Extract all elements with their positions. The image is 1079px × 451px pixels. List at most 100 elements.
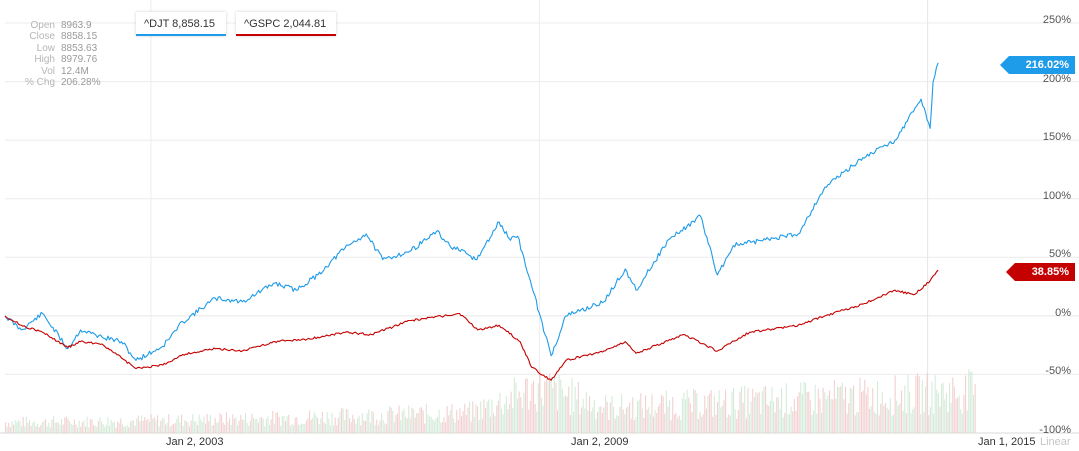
volume-bar <box>560 379 562 433</box>
volume-bar <box>176 418 178 433</box>
volume-bar <box>21 425 23 433</box>
scale-mode-toggle[interactable]: Linear <box>1040 436 1071 448</box>
volume-bar <box>144 416 146 433</box>
volume-bar <box>665 390 667 433</box>
volume-bar <box>453 418 455 433</box>
volume-bar <box>936 389 938 433</box>
volume-bar <box>312 417 314 433</box>
volume-bar <box>505 396 507 433</box>
volume-bar <box>451 404 453 433</box>
volume-bar <box>422 410 424 433</box>
volume-bar <box>550 376 552 433</box>
volume-bar <box>537 383 539 433</box>
volume-bar <box>769 400 771 433</box>
volume-bar <box>347 409 349 433</box>
volume-bar <box>904 385 906 433</box>
volume-bar <box>393 422 395 433</box>
volume-bar <box>86 416 88 433</box>
volume-bar <box>97 420 99 433</box>
volume-bar <box>605 395 607 433</box>
volume-bar <box>320 418 322 433</box>
volume-bar <box>101 421 103 433</box>
volume-bar <box>187 422 189 433</box>
volume-bar <box>262 418 264 433</box>
volume-bar <box>531 383 533 433</box>
volume-bar <box>392 410 394 433</box>
volume-bar <box>857 412 859 433</box>
volume-bar <box>507 409 509 433</box>
volume-bar <box>355 423 357 433</box>
volume-bar <box>680 419 682 433</box>
volume-bar <box>401 411 403 433</box>
volume-bar <box>728 414 730 433</box>
volume-bar <box>25 416 27 433</box>
volume-bar <box>893 414 895 433</box>
volume-bar <box>859 377 861 433</box>
volume-bar <box>277 412 279 433</box>
volume-bar <box>830 398 832 433</box>
volume-bar <box>912 409 914 433</box>
volume-bar <box>153 417 155 433</box>
quote-panel: Open 8963.9 Close 8858.15 Low 8853.63 Hi… <box>8 20 101 88</box>
volume-bar <box>777 397 779 433</box>
volume-bar <box>637 401 639 433</box>
y-tick-label: 250% <box>1042 14 1071 26</box>
volume-bar <box>598 406 600 433</box>
volume-bar <box>712 416 714 433</box>
volume-bar <box>137 415 139 433</box>
volume-bar <box>721 405 723 433</box>
volume-bar <box>213 424 215 433</box>
volume-bar <box>249 421 251 433</box>
volume-bar <box>381 413 383 433</box>
volume-bar <box>499 392 501 433</box>
volume-bar <box>928 415 930 433</box>
volume-bar <box>885 403 887 433</box>
volume-bar <box>182 425 184 433</box>
volume-bar <box>473 417 475 433</box>
volume-bar <box>121 424 123 433</box>
volume-bar <box>51 419 53 433</box>
volume-bar <box>190 420 192 433</box>
volume-bar <box>45 418 47 433</box>
volume-bar <box>881 392 883 433</box>
volume-bar <box>925 386 927 433</box>
volume-bar <box>230 424 232 433</box>
x-tick-label: Jan 2, 2003 <box>166 436 224 448</box>
volume-bar <box>115 427 117 433</box>
volume-bar <box>635 417 637 433</box>
legend-item-gspc[interactable]: ^GSPC 2,044.81 <box>236 12 336 36</box>
volume-bar <box>437 417 439 433</box>
volume-bar <box>344 420 346 433</box>
volume-bar <box>941 383 943 433</box>
volume-bar <box>350 422 352 433</box>
volume-bar <box>654 410 656 433</box>
volume-bar <box>973 394 975 433</box>
volume-bar <box>323 422 325 433</box>
volume-bar <box>593 399 595 433</box>
volume-bar <box>696 393 698 433</box>
volume-bar <box>715 414 717 433</box>
volume-bar <box>657 406 659 433</box>
volume-bar <box>640 393 642 433</box>
volume-bar <box>701 416 703 433</box>
volume-bar <box>297 424 299 433</box>
volume-bar <box>798 392 800 433</box>
volume-bar <box>432 419 434 433</box>
volume-bar <box>102 424 104 433</box>
volume-bar <box>851 388 853 433</box>
volume-bar <box>843 399 845 433</box>
volume-bar <box>478 420 480 433</box>
volume-bar <box>309 410 311 433</box>
volume-bar <box>184 420 186 433</box>
volume-bar <box>227 421 229 433</box>
volume-bar <box>248 425 250 433</box>
legend-item-djt[interactable]: ^DJT 8,858.15 <box>136 12 226 36</box>
volume-bar <box>643 417 645 433</box>
volume-bar <box>611 395 613 433</box>
volume-bar <box>265 419 267 433</box>
volume-bar <box>510 391 512 433</box>
volume-bar <box>616 415 618 433</box>
volume-bar <box>485 408 487 433</box>
